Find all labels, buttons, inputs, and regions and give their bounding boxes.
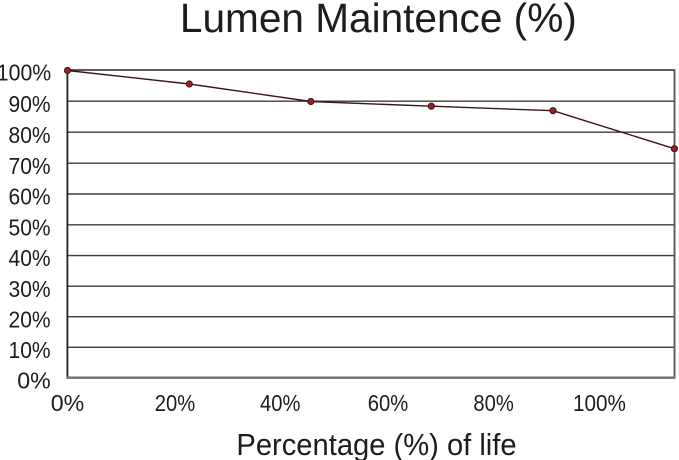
svg-text:50%: 50% [9,214,51,240]
svg-text:80%: 80% [9,122,51,148]
svg-text:40%: 40% [260,390,300,416]
svg-text:70%: 70% [9,153,51,179]
svg-text:Lumen Maintence (%): Lumen Maintence (%) [180,0,577,41]
svg-text:80%: 80% [473,390,513,416]
svg-text:40%: 40% [9,245,51,271]
svg-text:20%: 20% [9,306,51,332]
svg-text:90%: 90% [9,91,51,117]
svg-text:60%: 60% [9,184,51,210]
svg-text:100%: 100% [0,60,51,86]
svg-text:100%: 100% [573,390,626,416]
svg-text:20%: 20% [155,390,195,416]
svg-text:60%: 60% [368,390,408,416]
svg-text:10%: 10% [9,337,51,363]
svg-text:0%: 0% [51,390,85,416]
svg-text:30%: 30% [9,276,51,302]
svg-text:0%: 0% [17,367,51,393]
svg-text:Percentage (%) of life: Percentage (%) of life [236,427,516,460]
